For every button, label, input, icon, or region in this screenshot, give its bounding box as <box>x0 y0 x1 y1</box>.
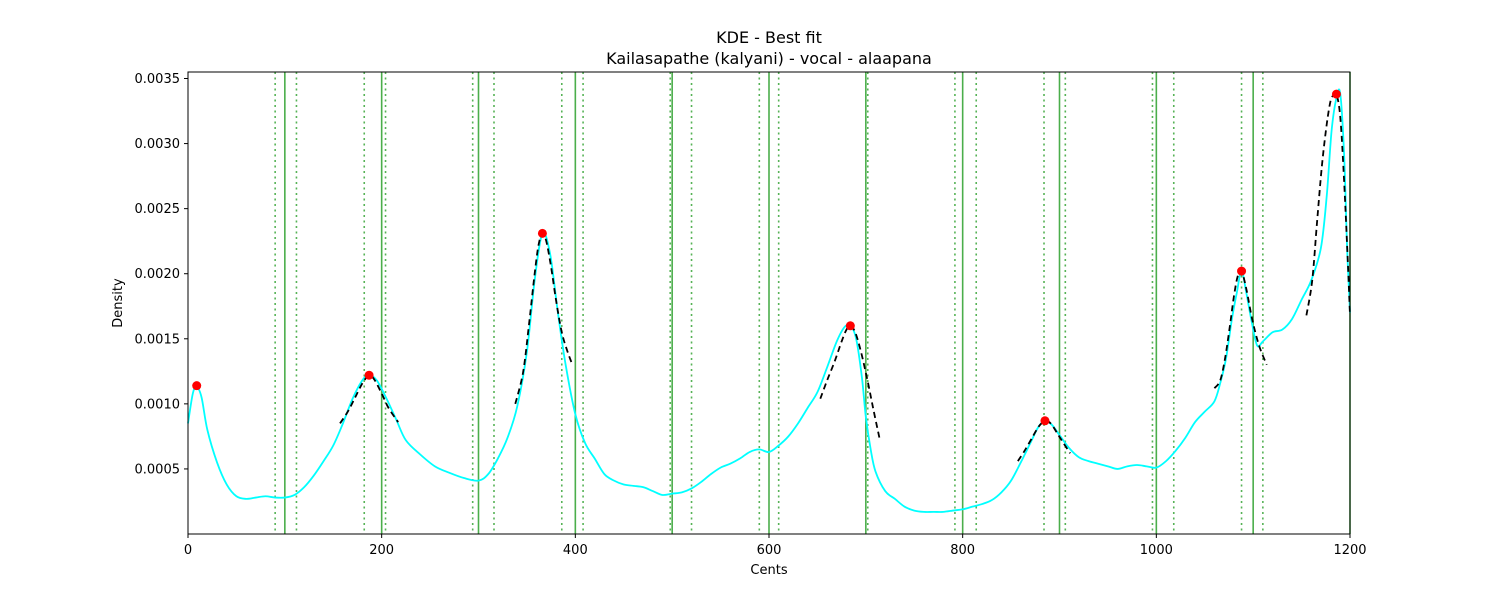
x-tick-label: 600 <box>757 543 782 558</box>
peak-markers <box>192 89 1341 426</box>
kde-line <box>187 88 1351 513</box>
x-tick-label: 400 <box>563 543 588 558</box>
y-tick-label: 0.0005 <box>135 462 181 477</box>
reference-lines <box>274 72 1351 534</box>
chart-title: KDE - Best fit <box>716 28 822 47</box>
x-tick-label: 200 <box>369 543 394 558</box>
y-tick-label: 0.0015 <box>135 332 181 347</box>
y-axis-label: Density <box>111 278 126 328</box>
peak-marker <box>1331 89 1341 99</box>
kde-series <box>187 88 1351 513</box>
peak-marker <box>845 321 855 331</box>
x-tick-label: 800 <box>950 543 975 558</box>
y-tick-label: 0.0030 <box>135 137 181 152</box>
fit-curve <box>1213 269 1268 389</box>
x-axis-label: Cents <box>750 563 787 578</box>
y-axis: 0.0005 0.0010 0.0015 0.0020 0.0025 0.0030 0.00… <box>135 72 188 477</box>
peak-marker <box>192 381 202 391</box>
peak-marker <box>1040 416 1050 426</box>
x-axis: 0 200 400 600 800 1000 1200 <box>184 534 1367 558</box>
y-tick-label: 0.0035 <box>135 72 181 87</box>
x-tick-label: 0 <box>184 543 192 558</box>
chart-subtitle: Kailasapathe (kalyani) - vocal - alaapan… <box>606 49 932 68</box>
peak-marker <box>537 228 547 238</box>
fit-curve <box>1017 419 1071 462</box>
x-tick-label: 1200 <box>1333 543 1366 558</box>
y-tick-label: 0.0010 <box>135 397 181 412</box>
fit-curve <box>819 324 881 438</box>
peak-marker <box>364 370 374 380</box>
x-tick-label: 1000 <box>1140 543 1173 558</box>
y-tick-label: 0.0025 <box>135 202 181 217</box>
y-tick-label: 0.0020 <box>135 267 181 282</box>
peak-marker <box>1237 266 1247 276</box>
